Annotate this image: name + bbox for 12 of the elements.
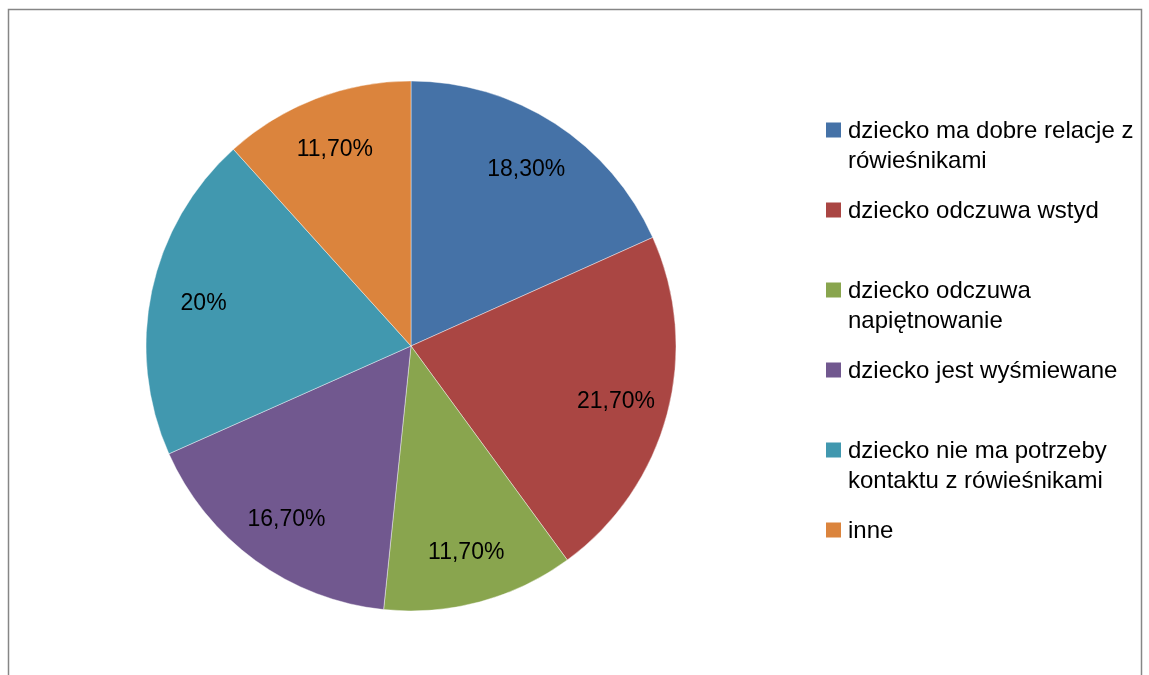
data-label: 18,30% — [487, 155, 566, 182]
data-label: 21,70% — [576, 387, 655, 414]
legend-label: dziecko nie ma potrzeby kontaktu z rówieśnikami — [848, 436, 1107, 494]
data-label: 11,70% — [296, 135, 374, 162]
legend-label: dziecko odczuwa napiętnowanie — [848, 276, 1032, 334]
legend-label: dziecko odczuwa wstyd — [848, 196, 1099, 224]
legend-label: dziecko ma dobre relacje z rówieśnikami — [848, 116, 1134, 174]
data-label: 16,70% — [247, 504, 326, 531]
legend-label: dziecko jest wyśmiewane — [848, 356, 1118, 384]
data-label: 20% — [180, 289, 227, 316]
data-label: 11,70% — [428, 537, 505, 564]
legend-label: inne — [848, 516, 894, 544]
